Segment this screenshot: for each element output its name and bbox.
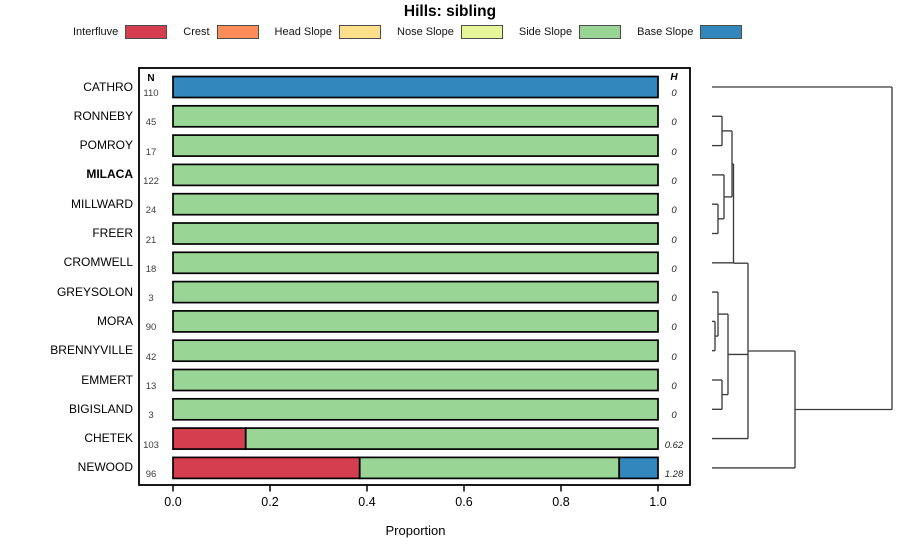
n-value: 110 xyxy=(143,88,159,99)
h-value: 0 xyxy=(671,88,677,99)
h-value: 0 xyxy=(671,322,677,334)
bar-segment-side-slope xyxy=(172,280,659,304)
bar-segment-side-slope xyxy=(172,134,659,157)
bar-segment-side-slope xyxy=(172,251,659,275)
h-value: 1.28 xyxy=(664,468,684,480)
dendrogram xyxy=(712,86,893,469)
h-value: 0 xyxy=(671,175,677,187)
n-value: 3 xyxy=(148,410,154,422)
row-label: FREER xyxy=(92,226,133,240)
bar-segment-side-slope xyxy=(358,456,621,480)
row-label: MILACA xyxy=(86,167,133,182)
x-tick-label: 1.0 xyxy=(649,495,667,509)
row-label: CROMWELL xyxy=(63,255,133,270)
chart-title: Hills: sibling xyxy=(403,3,497,20)
legend-item: Interfluve xyxy=(73,25,168,39)
legend-item: Head Slope xyxy=(275,25,382,39)
row-label: MILLWARD xyxy=(70,196,133,211)
row-label: MORA xyxy=(97,313,133,328)
legend-item: Side Slope xyxy=(518,25,622,39)
row-label: NEWOOD xyxy=(77,460,133,475)
legend-item: Base Slope xyxy=(637,25,743,39)
row-label: EMMERT xyxy=(81,372,133,387)
n-value: 45 xyxy=(145,117,157,129)
h-value: 0 xyxy=(671,263,677,275)
h-value: 0 xyxy=(671,205,677,217)
legend-swatch xyxy=(579,25,622,39)
legend-label: Nose Slope xyxy=(397,26,454,38)
h-value: 0 xyxy=(671,293,677,305)
h-value: 0.62 xyxy=(664,439,684,451)
row-label: BRENNYVILLE xyxy=(50,343,133,358)
x-tick-label: 0.6 xyxy=(455,495,473,509)
plot-frame xyxy=(138,67,691,486)
x-tick-label: 0.2 xyxy=(261,495,279,509)
n-value: 90 xyxy=(145,322,157,334)
row-label: CHETEK xyxy=(84,431,133,446)
legend-swatch xyxy=(216,25,259,39)
legend-label: Interfluve xyxy=(73,26,119,38)
n-value: 42 xyxy=(145,351,157,363)
h-value: 0 xyxy=(671,117,677,129)
h-value: 0 xyxy=(671,351,677,363)
n-value: 122 xyxy=(143,175,159,187)
bar-segment-side-slope xyxy=(172,397,659,421)
n-value: 13 xyxy=(145,381,157,392)
row-label: POMROY xyxy=(79,138,133,153)
legend-label: Side Slope xyxy=(518,26,573,38)
row-label: GREYSOLON xyxy=(56,284,133,299)
legend-label: Head Slope xyxy=(274,26,333,38)
h-column-header: H xyxy=(670,72,678,83)
bar-segment-side-slope xyxy=(172,104,659,128)
x-tick-label: 0.0 xyxy=(164,495,182,509)
row-label: BIGISLAND xyxy=(68,401,133,416)
n-value: 3 xyxy=(148,293,154,305)
n-value: 17 xyxy=(145,146,157,158)
legend-swatch xyxy=(700,25,743,39)
h-value: 0 xyxy=(671,381,677,392)
legend-swatch xyxy=(125,25,168,39)
n-value: 103 xyxy=(143,439,159,451)
legend-label: Crest xyxy=(183,26,210,38)
x-tick-label: 0.4 xyxy=(358,495,376,509)
n-column-header: N xyxy=(147,73,155,84)
legend-swatch xyxy=(339,25,382,39)
n-value: 18 xyxy=(145,263,157,275)
bar-segment-side-slope xyxy=(172,222,659,245)
h-value: 0 xyxy=(671,234,677,246)
legend-item: Crest xyxy=(183,25,259,39)
legend: Interfluve Crest Head Slope Nose Slope Side … xyxy=(73,25,743,39)
legend-label: Base Slope xyxy=(637,26,694,38)
bar-segment-side-slope xyxy=(172,339,659,363)
bar-segment-base-slope xyxy=(618,456,659,480)
x-axis-label: Proportion xyxy=(385,523,446,538)
n-value: 24 xyxy=(145,205,157,217)
n-value: 96 xyxy=(145,468,157,480)
bar-segment-interfluve xyxy=(172,427,247,450)
row-label: RONNEBY xyxy=(73,108,133,123)
bar-segment-side-slope xyxy=(172,192,659,216)
bar-segment-side-slope xyxy=(244,427,659,450)
bar-segment-side-slope xyxy=(172,368,659,392)
legend-item: Nose Slope xyxy=(397,25,503,39)
row-label: CATHRO xyxy=(83,79,133,94)
h-value: 0 xyxy=(671,146,677,158)
h-value: 0 xyxy=(671,410,677,422)
bar-segment-interfluve xyxy=(172,456,361,480)
x-tick-label: 0.8 xyxy=(552,495,570,509)
bar-segment-side-slope xyxy=(172,310,659,333)
bar-segment-side-slope xyxy=(172,163,659,187)
bar-segment-base-slope xyxy=(172,75,659,99)
n-value: 21 xyxy=(145,234,157,246)
legend-swatch xyxy=(460,25,503,39)
